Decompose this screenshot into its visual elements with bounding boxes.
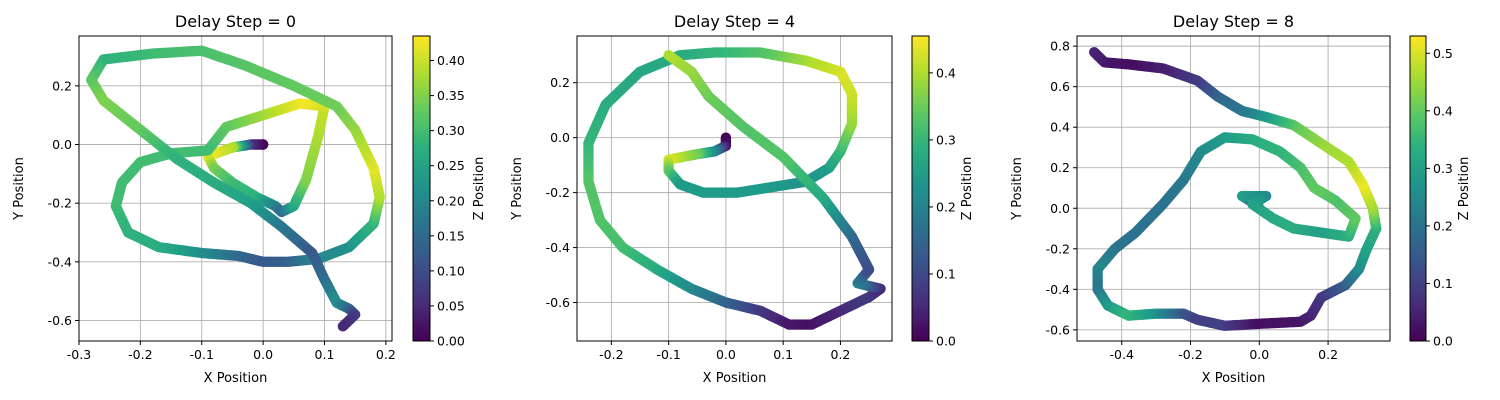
y-tick-label: 0.0 xyxy=(550,130,570,145)
axes-frame xyxy=(576,35,893,342)
y-tick-label: 0.0 xyxy=(1050,201,1070,216)
x-axis-label: X Position xyxy=(703,371,767,386)
colorbar-tick-label: 0.10 xyxy=(437,263,465,278)
colorbar-tick-label: 0.0 xyxy=(936,334,956,349)
x-tick-label: 0.2 xyxy=(1318,347,1338,362)
y-tick-label: -0.6 xyxy=(546,295,570,310)
y-tick-label: 0.4 xyxy=(1050,120,1070,135)
y-tick-label: -0.2 xyxy=(1046,241,1070,256)
y-tick-label: -0.2 xyxy=(546,185,570,200)
x-axis-label: X Position xyxy=(204,371,268,386)
colorbar-tick-label: 0.0 xyxy=(1433,334,1453,349)
x-tick-label: 0.0 xyxy=(253,347,273,362)
colorbar-tick-label: 0.00 xyxy=(437,334,465,349)
colorbar-frame xyxy=(911,35,930,342)
y-tick-label: -0.6 xyxy=(48,313,72,328)
colorbar-tick-label: 0.4 xyxy=(1433,103,1453,118)
y-axis-label: Y Position xyxy=(12,157,27,221)
y-tick-label: 0.8 xyxy=(1050,39,1070,54)
colorbar-tick-label: 0.4 xyxy=(936,65,956,80)
colorbar-tick-label: 0.1 xyxy=(936,266,956,281)
colorbar-tick-label: 0.25 xyxy=(437,158,465,173)
x-tick-label: 0.2 xyxy=(831,347,851,362)
x-axis-label: X Position xyxy=(1202,371,1266,386)
colorbar-tick-label: 0.40 xyxy=(437,53,465,68)
colorbar-tick-label: 0.2 xyxy=(1433,218,1453,233)
subplot-delay-step-8: -0.4 -0.2 0.0 0.2 -0.6 -0.4 -0.2 0.0 0.2 0.4 0.6 0.… xyxy=(1010,12,1472,386)
colorbar-label: Z Position xyxy=(960,157,975,221)
y-tick-label: -0.4 xyxy=(1046,282,1070,297)
y-tick-label: 0.6 xyxy=(1050,79,1070,94)
x-tick-label: -0.2 xyxy=(1178,347,1202,362)
y-tick-label: -0.6 xyxy=(1046,322,1070,337)
colorbar xyxy=(1410,36,1426,341)
scatter-points xyxy=(86,45,385,332)
x-tick-label: -0.1 xyxy=(190,347,214,362)
x-tick-label: 0.0 xyxy=(1249,347,1269,362)
x-tick-label: 0.1 xyxy=(773,347,793,362)
colorbar-tick-label: 0.20 xyxy=(437,193,465,208)
x-tick-label: 0.2 xyxy=(376,347,396,362)
colorbar-frame xyxy=(412,35,431,342)
x-tick-label: 0.0 xyxy=(716,347,736,362)
scatter-point xyxy=(663,50,674,61)
scatter-point xyxy=(337,321,349,332)
y-tick-label: -0.4 xyxy=(48,254,72,269)
colorbar-tick-label: 0.35 xyxy=(437,88,465,103)
subplot-delay-step-0: -0.3 -0.2 -0.1 0.0 0.1 0.2 -0.6 -0.4 -0.2 0.0 0.2 D… xyxy=(12,12,487,386)
y-tick-label: -0.4 xyxy=(546,240,570,255)
colorbar-label: Z Position xyxy=(1457,157,1472,221)
colorbar-label: Z Position xyxy=(472,157,487,221)
colorbar-tick-label: 0.05 xyxy=(437,298,465,313)
y-tick-label: -0.2 xyxy=(48,196,72,211)
colorbar-frame xyxy=(1409,35,1427,342)
colorbar-tick-label: 0.3 xyxy=(1433,161,1453,176)
chart-title: Delay Step = 0 xyxy=(175,12,296,31)
colorbar-tick-label: 0.15 xyxy=(437,228,465,243)
scatter-points xyxy=(1088,47,1382,332)
y-tick-label: 0.2 xyxy=(550,75,570,90)
axes-frame xyxy=(1076,35,1391,342)
subplot-delay-step-4: -0.2 -0.1 0.0 0.1 0.2 -0.6 -0.4 -0.2 0.0 0.2 Delay… xyxy=(510,12,975,386)
chart-title: Delay Step = 8 xyxy=(1173,12,1294,31)
x-tick-label: 0.1 xyxy=(315,347,335,362)
colorbar-tick-label: 0.30 xyxy=(437,123,465,138)
y-axis-label: Y Position xyxy=(510,157,525,221)
colorbar-tick-label: 0.5 xyxy=(1433,46,1453,61)
x-tick-label: -0.2 xyxy=(599,347,623,362)
colorbar-tick-label: 0.2 xyxy=(936,199,956,214)
x-tick-label: -0.3 xyxy=(67,347,91,362)
y-tick-label: 0.2 xyxy=(1050,160,1070,175)
scatter-point xyxy=(1088,47,1100,58)
axes-frame xyxy=(78,35,393,342)
scatter-points xyxy=(583,47,886,330)
x-tick-label: -0.2 xyxy=(128,347,152,362)
y-axis-label: Y Position xyxy=(1010,157,1025,221)
chart-title: Delay Step = 4 xyxy=(674,12,795,31)
x-tick-label: -0.4 xyxy=(1110,347,1134,362)
colorbar-tick-label: 0.1 xyxy=(1433,276,1453,291)
colorbar-tick-label: 0.3 xyxy=(936,132,956,147)
colorbar xyxy=(912,36,929,341)
x-tick-label: -0.1 xyxy=(656,347,680,362)
y-tick-label: 0.0 xyxy=(52,137,72,152)
colorbar xyxy=(413,36,430,341)
y-tick-label: 0.2 xyxy=(52,78,72,93)
